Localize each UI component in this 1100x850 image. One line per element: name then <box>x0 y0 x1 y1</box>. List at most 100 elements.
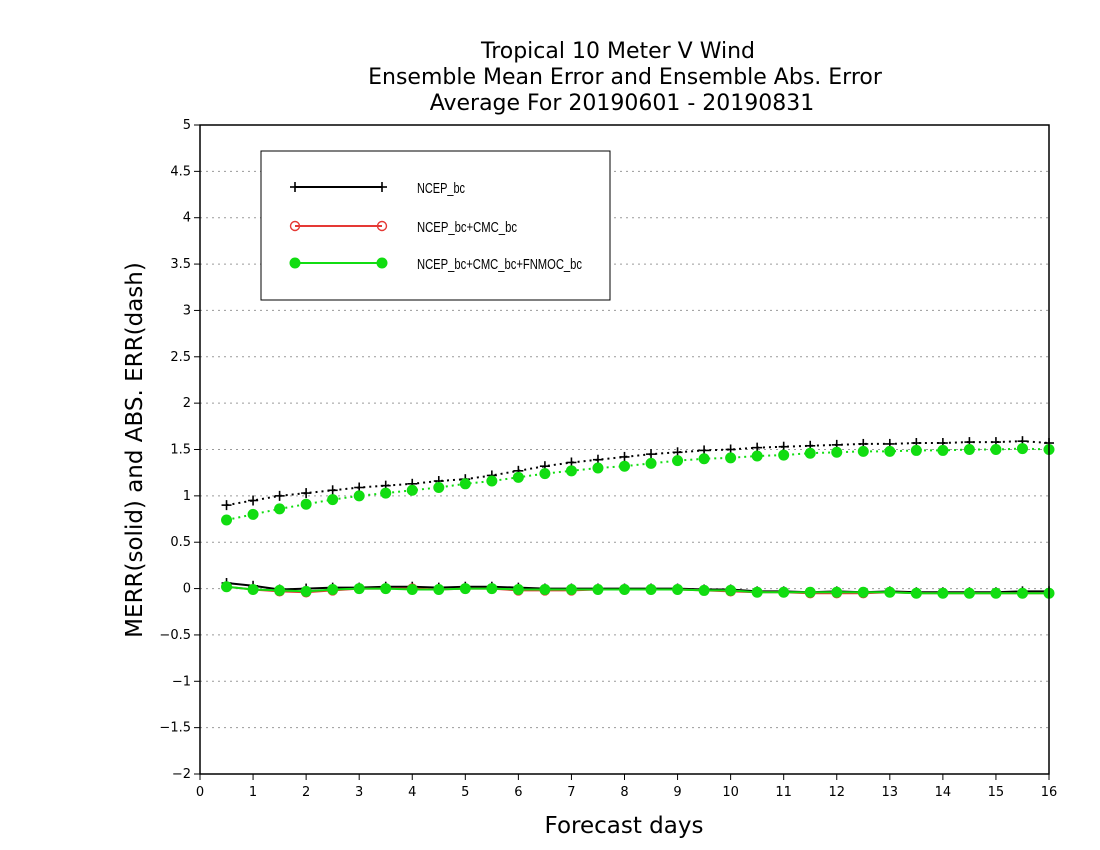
legend-marker <box>377 182 387 192</box>
abs-error-point <box>486 475 498 487</box>
abs-error-point <box>327 494 339 506</box>
abs-error-point <box>937 444 949 456</box>
mean-error-point <box>433 583 445 595</box>
x-tick-label: 11 <box>775 785 792 800</box>
x-tick-label: 1 <box>249 785 257 800</box>
x-axis-ticks: 0 1 2 3 4 5 6 7 8 9 10 11 12 13 14 15 16 <box>196 774 1057 800</box>
abs-error-point <box>963 444 975 455</box>
legend-label: NCEP_bc+CMC_bc+FNMOC_bc <box>417 256 582 273</box>
legend-label: NCEP_bc+CMC_bc <box>417 219 517 236</box>
mean-error-point <box>645 583 657 595</box>
title-line-3: Average For 20190601 - 20190831 <box>430 91 815 116</box>
y-tick-label: 1.5 <box>170 443 191 458</box>
y-tick-label: 1 <box>183 489 191 504</box>
mean-error-point <box>619 583 630 595</box>
series-ncep-bc-cmc-bc-fnmoc-bc <box>221 443 1055 599</box>
abs-error-point <box>804 447 816 459</box>
legend-item-ncep-bc: NCEP_bc <box>290 180 465 197</box>
abs-error-point <box>619 451 630 462</box>
legend: NCEP_bc NCEP_bc+CMC_bc NCEP_bc+CMC_bc+FNMO… <box>260 150 611 301</box>
y-tick-label: −0.5 <box>159 628 191 643</box>
y-tick-label: −1.5 <box>159 721 191 736</box>
abs-error-point <box>301 488 312 499</box>
abs-error-point <box>910 444 922 456</box>
abs-error-point <box>247 508 259 520</box>
x-tick-label: 6 <box>514 785 522 800</box>
mean-error-point <box>990 587 1002 599</box>
abs-error-point <box>274 490 285 501</box>
x-axis-label: Forecast days <box>545 813 704 839</box>
x-tick-label: 5 <box>461 785 469 800</box>
mean-error-point <box>406 583 418 595</box>
y-tick-label: 2 <box>183 396 191 411</box>
mean-error-point <box>725 584 737 596</box>
mean-error-point <box>1016 587 1028 599</box>
abs-error-point <box>672 455 684 467</box>
legend-marker <box>290 182 300 192</box>
abs-error-point <box>990 444 1002 455</box>
abs-error-point <box>857 445 869 457</box>
mean-error-point <box>698 584 710 596</box>
abs-error-point <box>592 462 604 474</box>
mean-error-point <box>512 583 524 595</box>
x-tick-label: 7 <box>567 785 575 800</box>
x-tick-label: 8 <box>620 785 628 800</box>
mean-error-line <box>226 582 1049 594</box>
title-line-1: Tropical 10 Meter V Wind <box>480 39 755 64</box>
x-tick-label: 0 <box>196 785 204 800</box>
y-tick-label: 3.5 <box>170 257 191 272</box>
y-axis-label: MERR(solid) and ABS. ERR(dash) <box>122 262 148 638</box>
x-tick-label: 13 <box>882 785 899 800</box>
mean-error-point <box>459 583 471 595</box>
abs-error-point <box>248 495 259 506</box>
title-line-2: Ensemble Mean Error and Ensemble Abs. Er… <box>368 65 883 90</box>
mean-error-point <box>751 586 763 598</box>
mean-error-point <box>672 583 684 595</box>
mean-error-point <box>778 586 790 598</box>
mean-error-point <box>274 584 286 596</box>
legend-marker <box>289 220 301 232</box>
x-tick-label: 2 <box>302 785 310 800</box>
abs-error-point <box>645 457 657 469</box>
x-tick-label: 15 <box>988 785 1005 800</box>
chart-title: Tropical 10 Meter V Wind Ensemble Mean E… <box>368 39 883 116</box>
mean-error-point <box>486 583 498 595</box>
abs-error-point <box>1016 443 1028 455</box>
y-tick-label: 0 <box>183 582 191 597</box>
mean-error-point <box>353 583 365 595</box>
x-tick-label: 14 <box>935 785 952 800</box>
abs-error-point <box>884 445 896 457</box>
abs-error-point <box>619 460 630 472</box>
mean-error-point <box>221 581 233 593</box>
mean-error-point <box>592 583 604 595</box>
abs-error-point <box>751 450 763 462</box>
mean-error-point <box>884 586 896 598</box>
abs-error-point <box>698 453 710 465</box>
series-layer <box>221 436 1055 599</box>
mean-error-point <box>910 587 922 599</box>
x-tick-label: 3 <box>355 785 363 800</box>
abs-error-point <box>327 485 338 496</box>
legend-marker <box>376 220 388 232</box>
abs-error-point <box>459 478 471 490</box>
x-tick-label: 16 <box>1041 785 1058 800</box>
x-tick-label: 12 <box>828 785 845 800</box>
y-tick-label: −2 <box>172 767 191 782</box>
legend-marker <box>376 257 388 269</box>
mean-error-point <box>565 583 577 595</box>
series-ncep-bc <box>221 436 1054 598</box>
abs-error-point <box>725 452 737 464</box>
abs-error-point <box>380 487 392 499</box>
mean-error-point <box>300 585 312 597</box>
x-tick-label: 10 <box>722 785 739 800</box>
abs-error-point <box>831 446 843 458</box>
mean-error-point <box>804 586 816 598</box>
plot-frame <box>199 124 1050 775</box>
x-tick-label: 9 <box>673 785 681 800</box>
abs-error-point <box>274 503 286 515</box>
mean-error-point <box>857 586 869 598</box>
y-tick-label: 4.5 <box>170 164 191 179</box>
abs-error-point <box>539 468 551 480</box>
abs-error-point <box>353 490 365 502</box>
